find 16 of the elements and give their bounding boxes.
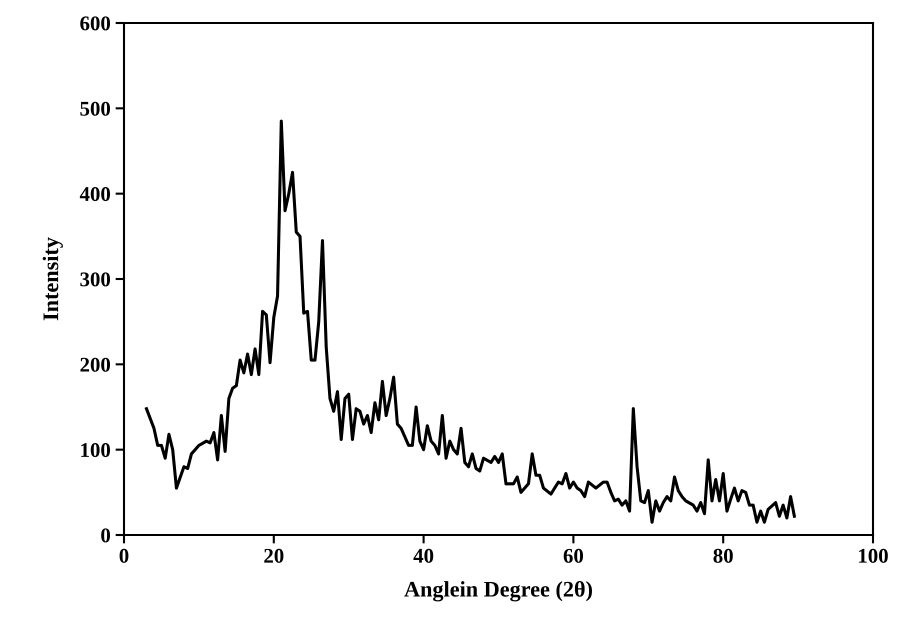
x-tick-label: 20	[264, 548, 284, 563]
x-tick-label: 0	[120, 548, 128, 563]
y-tick-label: 600	[80, 16, 110, 30]
y-tick-label: 500	[80, 102, 110, 116]
x-tick-label: 80	[713, 548, 733, 563]
x-tick-label: 60	[564, 548, 584, 563]
x-axis-title: Anglein Degree (2θ)	[404, 580, 592, 602]
x-tick-label: 40	[413, 548, 434, 563]
y-tick-label: 200	[80, 358, 110, 372]
x-tick-label: 100	[859, 548, 888, 563]
y-tick-label: 300	[80, 272, 110, 286]
y-tick-label: 400	[80, 187, 110, 202]
y-tick-label: 100	[81, 443, 110, 458]
y-axis-title: Intensity	[42, 237, 63, 320]
y-tick-label: 0	[101, 528, 110, 542]
line-series	[144, 120, 796, 524]
